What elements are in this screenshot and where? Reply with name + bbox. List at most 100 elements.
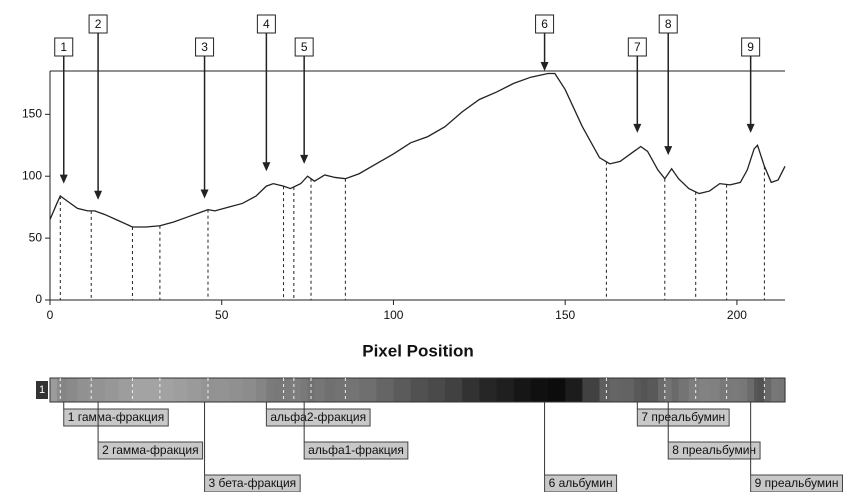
strip-segment [778, 378, 785, 402]
fraction-label: 2 гамма-фракция [102, 443, 199, 457]
strip-segment [641, 378, 648, 402]
strip-segment [679, 378, 690, 402]
strip-segment [555, 378, 566, 402]
strip-label: 1 [39, 384, 45, 396]
strip-segment [658, 378, 665, 402]
strip-segment [462, 378, 480, 402]
x-axis-label: Pixel Position [362, 341, 473, 360]
strip-segment [672, 378, 679, 402]
fraction-label: альфа2-фракция [270, 410, 366, 424]
chart: Pixel Position 0501001500501001502001234… [0, 0, 865, 492]
strip-segment [771, 378, 778, 402]
strip-segment [215, 378, 229, 402]
strip-segment [496, 378, 514, 402]
strip-segment [740, 378, 747, 402]
strip-segment [565, 378, 583, 402]
strip-segment [648, 378, 659, 402]
arrow-head [664, 146, 672, 155]
strip-segment [132, 378, 146, 402]
x-tick-label: 200 [727, 308, 747, 322]
strip-segment [359, 378, 377, 402]
x-tick-label: 0 [47, 308, 54, 322]
x-tick-label: 50 [215, 308, 229, 322]
strip-segment [393, 378, 411, 402]
strip-segment [67, 378, 78, 402]
strip-segment [720, 378, 731, 402]
peak-label: 5 [301, 40, 308, 54]
profile-line [50, 73, 785, 226]
x-tick-label: 100 [383, 308, 403, 322]
arrow-head [60, 175, 68, 184]
strip-segment [445, 378, 463, 402]
peak-label: 1 [60, 40, 67, 54]
strip-segment [479, 378, 497, 402]
strip-segment [273, 378, 284, 402]
peak-label: 9 [747, 40, 754, 54]
peak-label: 8 [665, 17, 672, 31]
peak-label: 3 [201, 40, 208, 54]
strip-segment [187, 378, 201, 402]
fraction-label: альфа1-фракция [308, 443, 404, 457]
fraction-label: 8 преальбумин [672, 443, 756, 457]
strip-segment [146, 378, 160, 402]
strip-segment [747, 378, 754, 402]
strip-segment [610, 378, 621, 402]
fraction-label: 6 альбумин [549, 476, 613, 490]
strip-segment [754, 378, 758, 402]
strip-segment [256, 378, 267, 402]
strip-segment [730, 378, 741, 402]
strip-segment [548, 378, 555, 402]
strip-segment [290, 378, 301, 402]
strip-segment [201, 378, 208, 402]
arrow-head [201, 189, 209, 198]
fraction-label: 3 бета-фракция [209, 476, 297, 490]
strip-segment [284, 378, 291, 402]
strip-segment [758, 378, 765, 402]
strip-segment [764, 378, 771, 402]
strip-segment [689, 378, 700, 402]
strip-segment [620, 378, 634, 402]
strip-segment [242, 378, 256, 402]
strip-segment [314, 378, 325, 402]
strip-segment [160, 378, 174, 402]
strip-segment [266, 378, 273, 402]
fraction-label: 9 преальбумин [755, 476, 839, 490]
strip-segment [301, 378, 308, 402]
strip-segment [531, 378, 549, 402]
strip-segment [77, 378, 88, 402]
strip-segment [411, 378, 429, 402]
strip-segment [634, 378, 641, 402]
strip-segment [50, 378, 57, 402]
strip-segment [709, 378, 720, 402]
strip-segment [119, 378, 133, 402]
strip-segment [208, 378, 215, 402]
strip-segment [60, 378, 67, 402]
strip-segment [699, 378, 710, 402]
strip-segment [345, 378, 359, 402]
fraction-label: 1 гамма-фракция [68, 410, 165, 424]
strip-segment [428, 378, 446, 402]
strip-segment [665, 378, 672, 402]
strip-segment [376, 378, 394, 402]
y-tick-label: 150 [22, 106, 42, 120]
strip-segment [325, 378, 336, 402]
fraction-label: 7 преальбумин [641, 410, 725, 424]
strip-segment [229, 378, 243, 402]
strip-segment [105, 378, 119, 402]
y-tick-label: 100 [22, 168, 42, 182]
peak-label: 4 [263, 17, 270, 31]
strip-segment [95, 378, 106, 402]
strip-segment [174, 378, 188, 402]
peak-label: 2 [95, 17, 102, 31]
arrow-head [262, 162, 270, 171]
y-tick-label: 0 [35, 292, 42, 306]
y-tick-label: 50 [29, 230, 43, 244]
strip-segment [582, 378, 600, 402]
strip-segment [335, 378, 346, 402]
arrow-head [94, 191, 102, 200]
arrow-head [541, 62, 549, 71]
strip-segment [514, 378, 532, 402]
peak-label: 6 [541, 17, 548, 31]
arrow-head [633, 124, 641, 133]
arrow-head [747, 124, 755, 133]
